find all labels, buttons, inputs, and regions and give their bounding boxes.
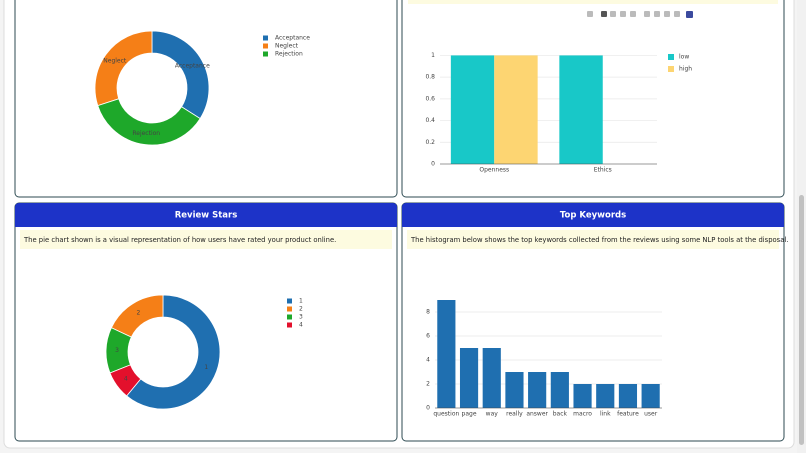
panel-title: Top Keywords (560, 211, 626, 221)
slice-label: 3 (115, 347, 119, 354)
legend-label: 3 (299, 314, 303, 321)
description-strip (408, 0, 778, 4)
legend-swatch (287, 298, 292, 304)
y-tick-label: 0.8 (425, 74, 435, 81)
slice-label: Acceptance (175, 62, 210, 69)
y-tick-label: 0.2 (425, 139, 435, 146)
legend-label: 1 (299, 298, 303, 305)
slice-label: 1 (204, 364, 208, 371)
description-strip (20, 230, 392, 249)
y-tick-label: 8 (426, 309, 430, 316)
bar (618, 384, 638, 408)
legend-swatch (287, 306, 292, 312)
legend-swatch (668, 66, 674, 72)
bar (641, 384, 660, 408)
x-tick-label: feature (617, 411, 639, 418)
bar (550, 372, 569, 408)
y-tick-label: 4 (426, 357, 430, 364)
slice-label: 2 (136, 310, 140, 317)
toolbar-icon[interactable] (630, 11, 636, 17)
legend-swatch (668, 54, 674, 60)
legend-label: Acceptance (275, 35, 310, 42)
bar (573, 384, 592, 408)
bar (528, 372, 547, 408)
scroll-thumb[interactable] (799, 195, 804, 445)
y-tick-label: 0.6 (425, 95, 435, 102)
y-tick-label: 0 (431, 161, 435, 168)
x-tick-label: page (462, 411, 477, 418)
bar (494, 55, 538, 164)
legend-label: Neglect (275, 43, 299, 50)
legend-swatch (263, 35, 268, 41)
bar (482, 348, 501, 408)
panel-description: The histogram below shows the top keywor… (410, 236, 788, 244)
slice-label: 4 (124, 376, 128, 383)
x-tick-label: back (553, 411, 568, 418)
x-tick-label: answer (526, 411, 548, 418)
x-tick-label: link (600, 411, 611, 418)
slice-label: Neglect (103, 57, 127, 64)
y-tick-label: 2 (426, 381, 430, 388)
bar (505, 372, 524, 408)
toolbar-icon[interactable] (601, 11, 607, 17)
pie-slice (97, 98, 201, 146)
panel-header (15, 203, 397, 227)
x-tick-label: Openness (479, 167, 509, 174)
legend-label: high (679, 66, 692, 73)
toolbar-icon[interactable] (654, 11, 660, 17)
panel-header (402, 203, 784, 227)
legend-swatch (263, 51, 268, 57)
toolbar-icon[interactable] (587, 11, 593, 17)
x-tick-label: question (433, 411, 459, 418)
toolbar-icon[interactable] (620, 11, 626, 17)
plot-toolbar (587, 11, 693, 18)
bar (559, 55, 603, 164)
legend-label: 2 (299, 306, 303, 313)
y-tick-label: 0 (426, 405, 430, 412)
panel-title: Review Stars (175, 211, 238, 221)
y-tick-label: 6 (426, 333, 430, 340)
toolbar-icon[interactable] (664, 11, 670, 17)
x-tick-label: way (486, 411, 499, 418)
x-tick-label: Ethics (594, 167, 612, 174)
toolbar-icon[interactable] (610, 11, 616, 17)
slice-label: Rejection (132, 130, 160, 137)
y-tick-label: 0.4 (425, 117, 435, 124)
x-tick-label: really (506, 411, 523, 418)
description-strip (407, 230, 779, 249)
y-tick-label: 1 (431, 52, 435, 59)
toolbar-icon[interactable] (674, 11, 680, 17)
bar (437, 300, 456, 408)
pie-slice (126, 294, 221, 410)
x-tick-label: macro (573, 411, 592, 418)
bar (596, 384, 615, 408)
toolbar-icon[interactable] (686, 11, 693, 18)
pie-slice (109, 364, 142, 397)
legend-label: low (679, 54, 689, 61)
legend-swatch (263, 43, 268, 49)
x-tick-label: user (644, 411, 658, 418)
legend-swatch (287, 322, 292, 328)
legend-swatch (287, 314, 292, 320)
bar (450, 55, 495, 164)
panel-description: The pie chart shown is a visual represen… (23, 236, 336, 244)
legend-label: Rejection (275, 51, 303, 58)
legend-label: 4 (299, 322, 303, 329)
bar (459, 348, 479, 408)
toolbar-icon[interactable] (644, 11, 650, 17)
